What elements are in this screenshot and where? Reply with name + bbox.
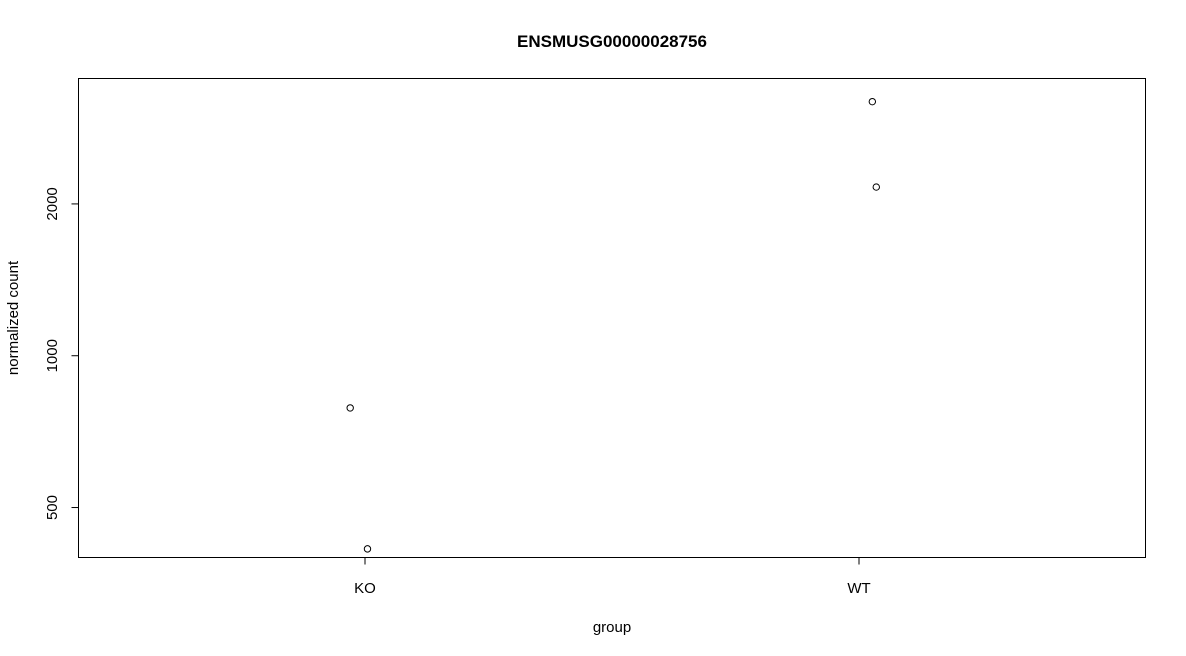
y-tick-label: 2000 — [44, 187, 61, 220]
data-point — [868, 97, 877, 106]
y-tick-label: 1000 — [44, 339, 61, 372]
x-tick-label: KO — [354, 580, 376, 597]
x-axis: KO WT — [354, 557, 871, 597]
y-tick-label: 500 — [44, 495, 61, 520]
data-point — [872, 183, 880, 191]
data-points — [346, 97, 880, 553]
y-axis-label: normalized count — [5, 260, 22, 375]
data-point — [363, 545, 372, 553]
y-axis: 500 1000 2000 — [44, 187, 79, 520]
plot-frame — [78, 78, 1146, 558]
x-tick-label: WT — [847, 580, 870, 597]
chart-title: ENSMUSG00000028756 — [517, 32, 707, 51]
data-point — [346, 404, 354, 412]
x-axis-label: group — [593, 619, 631, 636]
